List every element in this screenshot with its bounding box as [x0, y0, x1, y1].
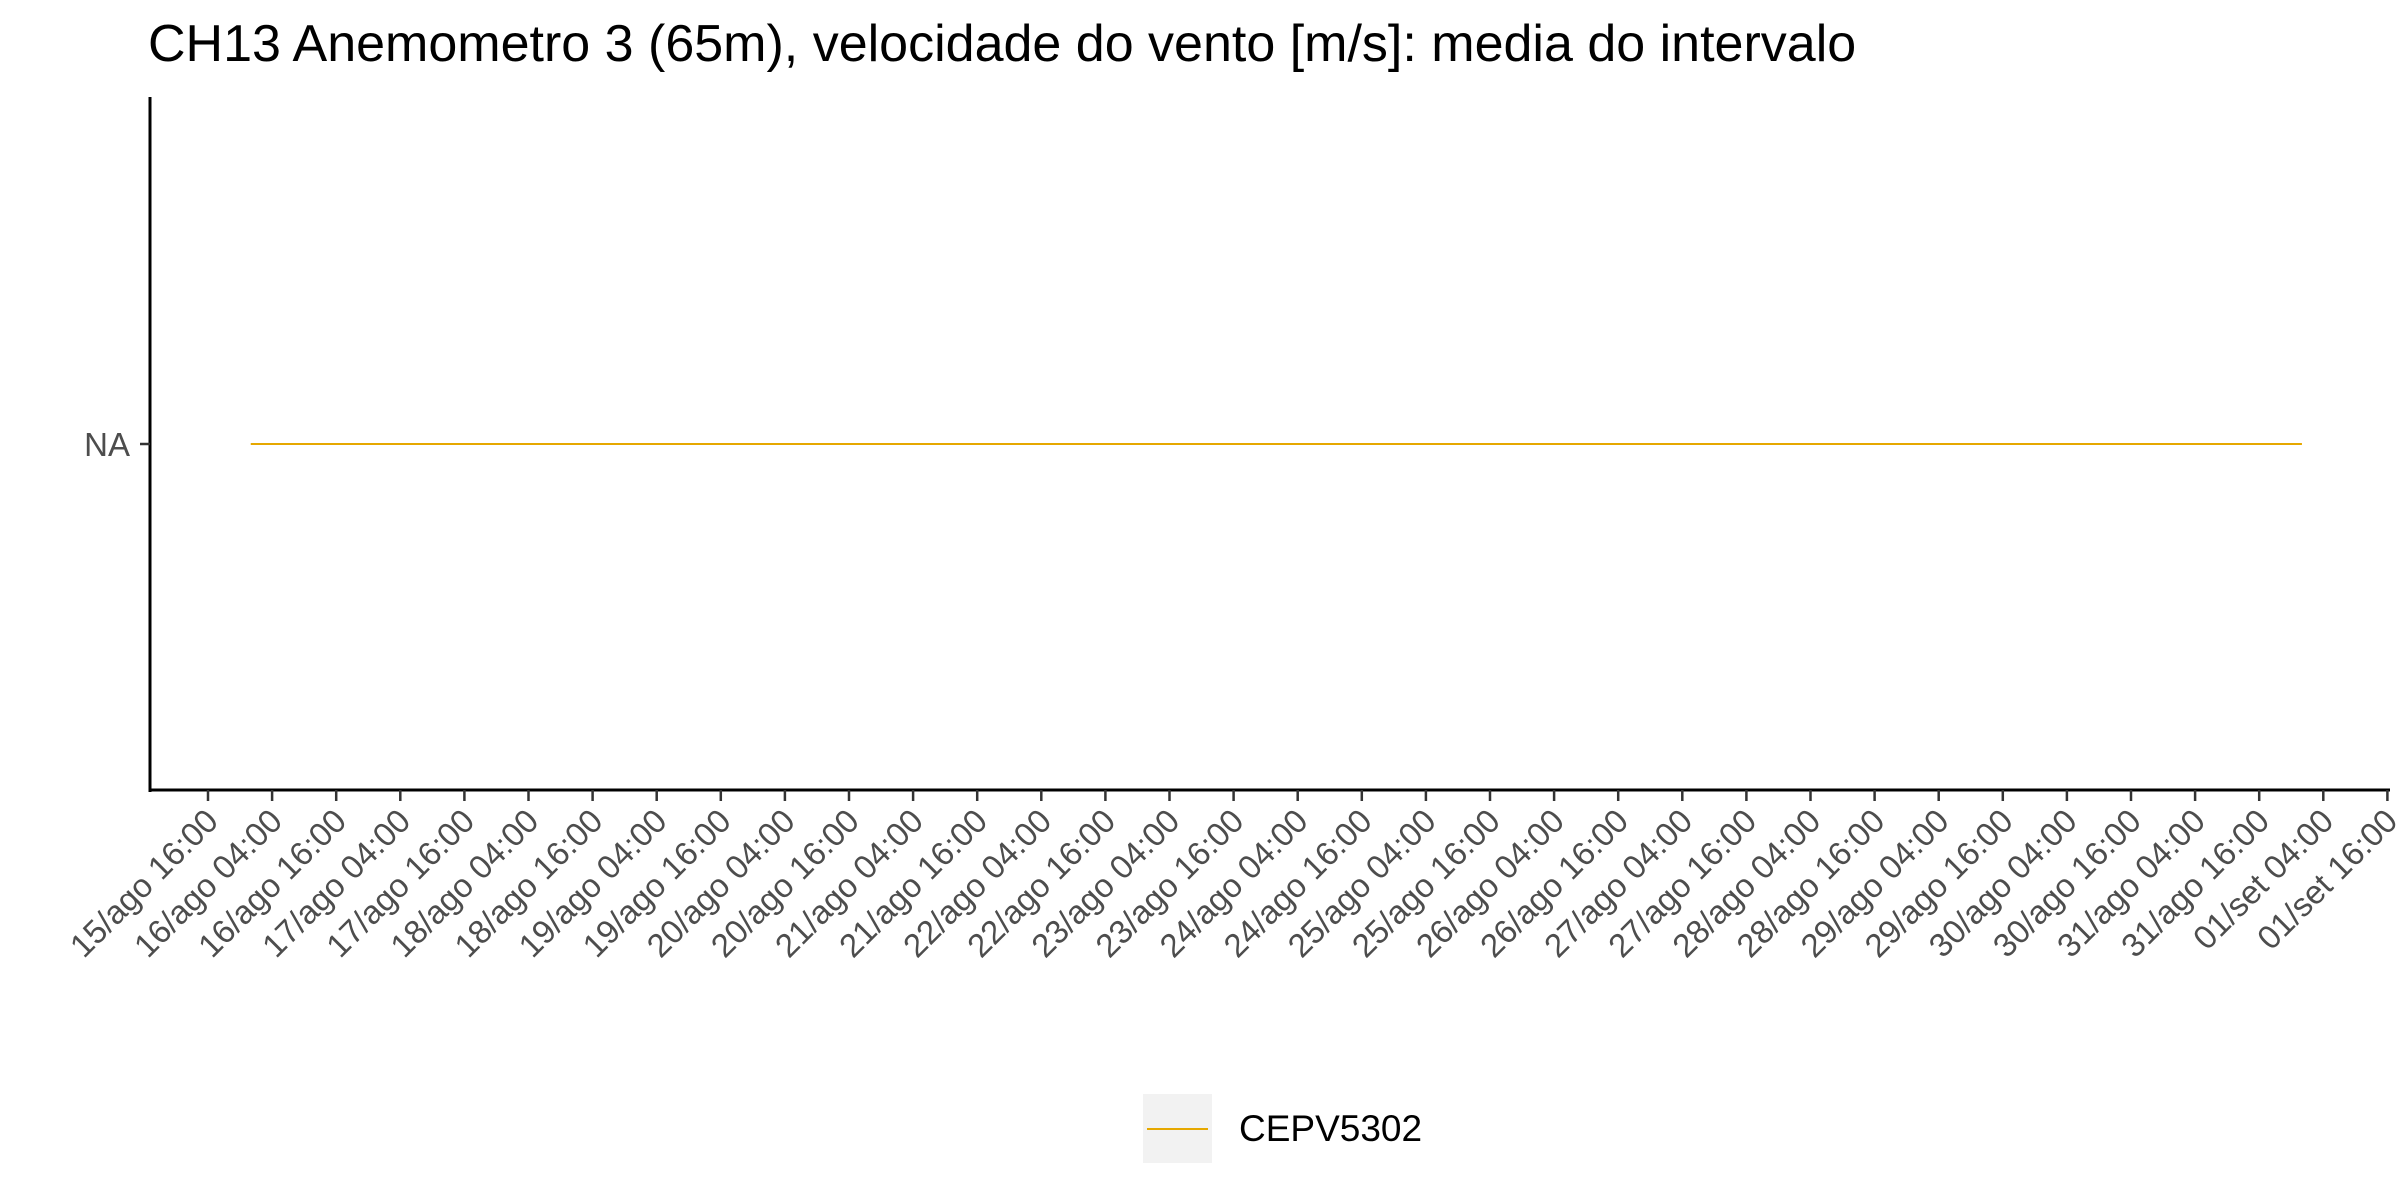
legend: CEPV5302 — [1143, 1094, 1422, 1163]
legend-label: CEPV5302 — [1239, 1107, 1423, 1149]
legend-key-line — [1147, 1128, 1208, 1130]
y-tick-label: NA — [84, 426, 130, 463]
chart-title: CH13 Anemometro 3 (65m), velocidade do v… — [148, 15, 1857, 73]
legend-key — [1143, 1094, 1212, 1163]
